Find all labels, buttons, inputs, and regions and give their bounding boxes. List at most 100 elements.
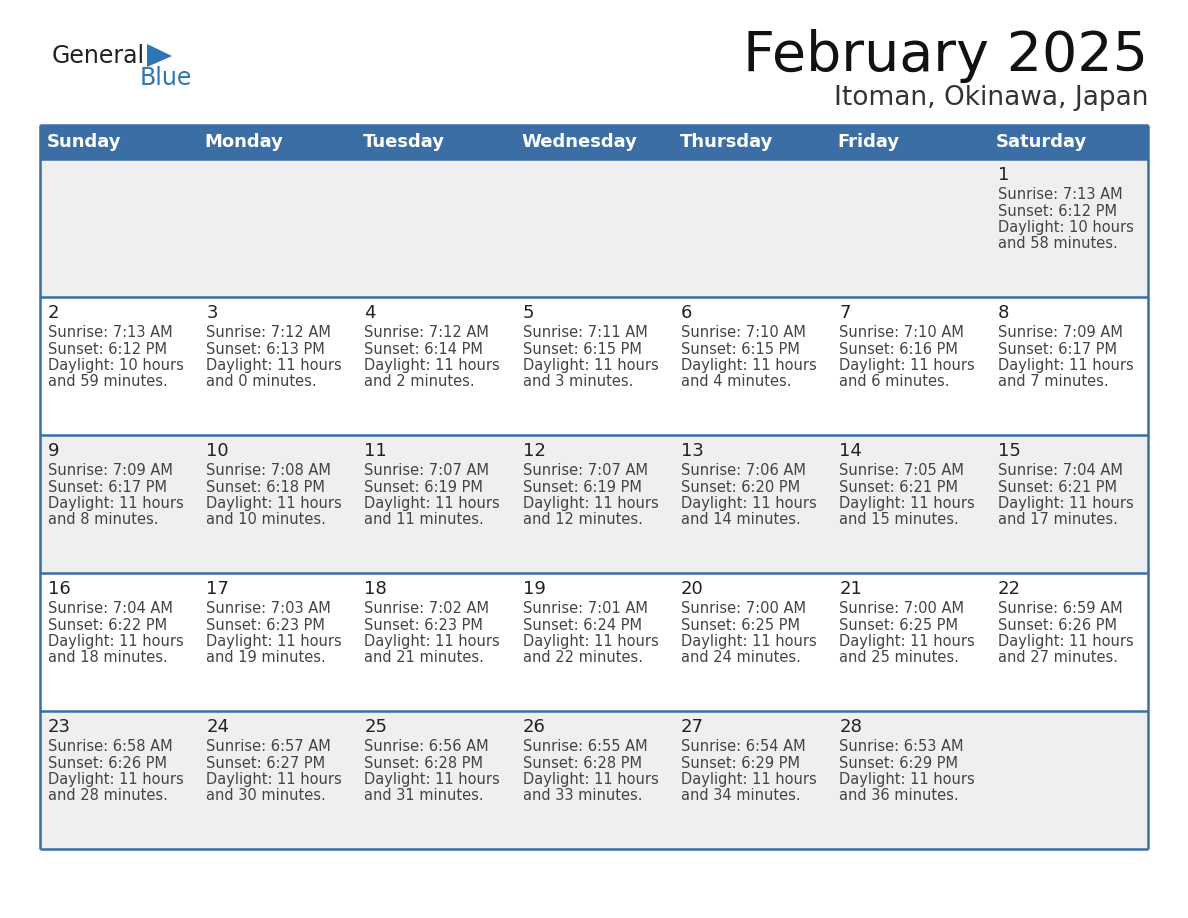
Text: Daylight: 11 hours: Daylight: 11 hours: [365, 634, 500, 649]
Text: 3: 3: [207, 304, 217, 322]
Text: Daylight: 11 hours: Daylight: 11 hours: [681, 634, 817, 649]
Text: and 25 minutes.: and 25 minutes.: [840, 651, 959, 666]
Text: Daylight: 11 hours: Daylight: 11 hours: [523, 496, 658, 511]
Text: and 30 minutes.: and 30 minutes.: [207, 789, 326, 803]
Text: Sunset: 6:17 PM: Sunset: 6:17 PM: [998, 341, 1117, 356]
Text: 9: 9: [48, 442, 59, 460]
Text: and 18 minutes.: and 18 minutes.: [48, 651, 168, 666]
Text: and 36 minutes.: and 36 minutes.: [840, 789, 959, 803]
Text: Sunset: 6:29 PM: Sunset: 6:29 PM: [681, 756, 800, 770]
Text: 2: 2: [48, 304, 59, 322]
Text: Sunset: 6:26 PM: Sunset: 6:26 PM: [48, 756, 168, 770]
Text: Sunset: 6:12 PM: Sunset: 6:12 PM: [48, 341, 168, 356]
Text: Sunrise: 6:54 AM: Sunrise: 6:54 AM: [681, 739, 805, 754]
Text: 16: 16: [48, 580, 70, 598]
Text: Daylight: 11 hours: Daylight: 11 hours: [840, 358, 975, 373]
Text: Daylight: 11 hours: Daylight: 11 hours: [207, 772, 342, 787]
Text: Sunset: 6:26 PM: Sunset: 6:26 PM: [998, 618, 1117, 633]
Text: Sunrise: 7:13 AM: Sunrise: 7:13 AM: [48, 325, 172, 340]
Text: 12: 12: [523, 442, 545, 460]
Text: Sunrise: 7:09 AM: Sunrise: 7:09 AM: [998, 325, 1123, 340]
Text: Monday: Monday: [204, 133, 284, 151]
Text: Sunset: 6:23 PM: Sunset: 6:23 PM: [207, 618, 326, 633]
Text: Wednesday: Wednesday: [522, 133, 637, 151]
Text: and 22 minutes.: and 22 minutes.: [523, 651, 643, 666]
Text: Thursday: Thursday: [680, 133, 773, 151]
Text: Sunset: 6:28 PM: Sunset: 6:28 PM: [523, 756, 642, 770]
Text: and 19 minutes.: and 19 minutes.: [207, 651, 326, 666]
Text: Sunrise: 6:55 AM: Sunrise: 6:55 AM: [523, 739, 647, 754]
Text: Sunrise: 7:13 AM: Sunrise: 7:13 AM: [998, 187, 1123, 202]
Text: and 59 minutes.: and 59 minutes.: [48, 375, 168, 389]
Text: Sunset: 6:25 PM: Sunset: 6:25 PM: [681, 618, 800, 633]
Text: 8: 8: [998, 304, 1009, 322]
Text: Daylight: 11 hours: Daylight: 11 hours: [207, 358, 342, 373]
Text: Sunset: 6:22 PM: Sunset: 6:22 PM: [48, 618, 168, 633]
Text: and 27 minutes.: and 27 minutes.: [998, 651, 1118, 666]
Bar: [40, 297, 1148, 435]
Text: Sunrise: 7:07 AM: Sunrise: 7:07 AM: [523, 463, 647, 478]
Text: Daylight: 11 hours: Daylight: 11 hours: [681, 358, 817, 373]
Text: Sunrise: 6:59 AM: Sunrise: 6:59 AM: [998, 601, 1123, 616]
Text: Sunrise: 7:09 AM: Sunrise: 7:09 AM: [48, 463, 172, 478]
Text: Daylight: 11 hours: Daylight: 11 hours: [365, 358, 500, 373]
Text: and 10 minutes.: and 10 minutes.: [207, 512, 326, 528]
Text: 4: 4: [365, 304, 375, 322]
Text: Sunset: 6:19 PM: Sunset: 6:19 PM: [523, 479, 642, 495]
Text: Sunrise: 7:11 AM: Sunrise: 7:11 AM: [523, 325, 647, 340]
Text: Sunrise: 7:10 AM: Sunrise: 7:10 AM: [681, 325, 805, 340]
Text: 6: 6: [681, 304, 693, 322]
Text: Sunrise: 6:56 AM: Sunrise: 6:56 AM: [365, 739, 489, 754]
Text: Daylight: 11 hours: Daylight: 11 hours: [523, 358, 658, 373]
Text: Sunset: 6:12 PM: Sunset: 6:12 PM: [998, 204, 1117, 218]
Text: and 21 minutes.: and 21 minutes.: [365, 651, 485, 666]
Text: Daylight: 11 hours: Daylight: 11 hours: [681, 772, 817, 787]
Text: Sunrise: 7:04 AM: Sunrise: 7:04 AM: [998, 463, 1123, 478]
Text: and 58 minutes.: and 58 minutes.: [998, 237, 1118, 252]
Text: Sunset: 6:23 PM: Sunset: 6:23 PM: [365, 618, 484, 633]
Text: Daylight: 11 hours: Daylight: 11 hours: [998, 358, 1133, 373]
Text: Daylight: 11 hours: Daylight: 11 hours: [840, 496, 975, 511]
Text: Sunday: Sunday: [46, 133, 121, 151]
Text: Daylight: 11 hours: Daylight: 11 hours: [365, 772, 500, 787]
Text: and 34 minutes.: and 34 minutes.: [681, 789, 801, 803]
Text: Daylight: 10 hours: Daylight: 10 hours: [48, 358, 184, 373]
Text: Saturday: Saturday: [996, 133, 1087, 151]
Text: and 11 minutes.: and 11 minutes.: [365, 512, 485, 528]
Text: and 3 minutes.: and 3 minutes.: [523, 375, 633, 389]
Text: Sunset: 6:15 PM: Sunset: 6:15 PM: [681, 341, 800, 356]
Text: Sunrise: 7:03 AM: Sunrise: 7:03 AM: [207, 601, 331, 616]
Text: and 14 minutes.: and 14 minutes.: [681, 512, 801, 528]
Text: Daylight: 11 hours: Daylight: 11 hours: [998, 634, 1133, 649]
Text: Daylight: 11 hours: Daylight: 11 hours: [48, 634, 184, 649]
Text: Daylight: 11 hours: Daylight: 11 hours: [365, 496, 500, 511]
Bar: [40, 711, 1148, 849]
Text: General: General: [52, 44, 145, 68]
Text: and 8 minutes.: and 8 minutes.: [48, 512, 158, 528]
Text: and 33 minutes.: and 33 minutes.: [523, 789, 643, 803]
Text: Daylight: 11 hours: Daylight: 11 hours: [48, 496, 184, 511]
Text: Sunset: 6:17 PM: Sunset: 6:17 PM: [48, 479, 168, 495]
Text: Daylight: 11 hours: Daylight: 11 hours: [840, 634, 975, 649]
Text: Daylight: 10 hours: Daylight: 10 hours: [998, 220, 1133, 235]
Text: Sunrise: 7:12 AM: Sunrise: 7:12 AM: [365, 325, 489, 340]
Text: Sunset: 6:13 PM: Sunset: 6:13 PM: [207, 341, 326, 356]
Text: Sunset: 6:20 PM: Sunset: 6:20 PM: [681, 479, 801, 495]
Bar: [40, 125, 1148, 159]
Text: and 4 minutes.: and 4 minutes.: [681, 375, 791, 389]
Text: 22: 22: [998, 580, 1020, 598]
Text: Sunrise: 7:05 AM: Sunrise: 7:05 AM: [840, 463, 965, 478]
Text: 25: 25: [365, 718, 387, 736]
Text: Sunset: 6:14 PM: Sunset: 6:14 PM: [365, 341, 484, 356]
Text: 7: 7: [840, 304, 851, 322]
Text: 28: 28: [840, 718, 862, 736]
Text: 1: 1: [998, 166, 1009, 184]
Text: Friday: Friday: [838, 133, 899, 151]
Text: Daylight: 11 hours: Daylight: 11 hours: [523, 634, 658, 649]
Text: 21: 21: [840, 580, 862, 598]
Text: Sunrise: 7:00 AM: Sunrise: 7:00 AM: [840, 601, 965, 616]
Text: Sunrise: 6:57 AM: Sunrise: 6:57 AM: [207, 739, 331, 754]
Text: Sunset: 6:21 PM: Sunset: 6:21 PM: [840, 479, 959, 495]
Text: and 2 minutes.: and 2 minutes.: [365, 375, 475, 389]
Text: Sunrise: 7:10 AM: Sunrise: 7:10 AM: [840, 325, 965, 340]
